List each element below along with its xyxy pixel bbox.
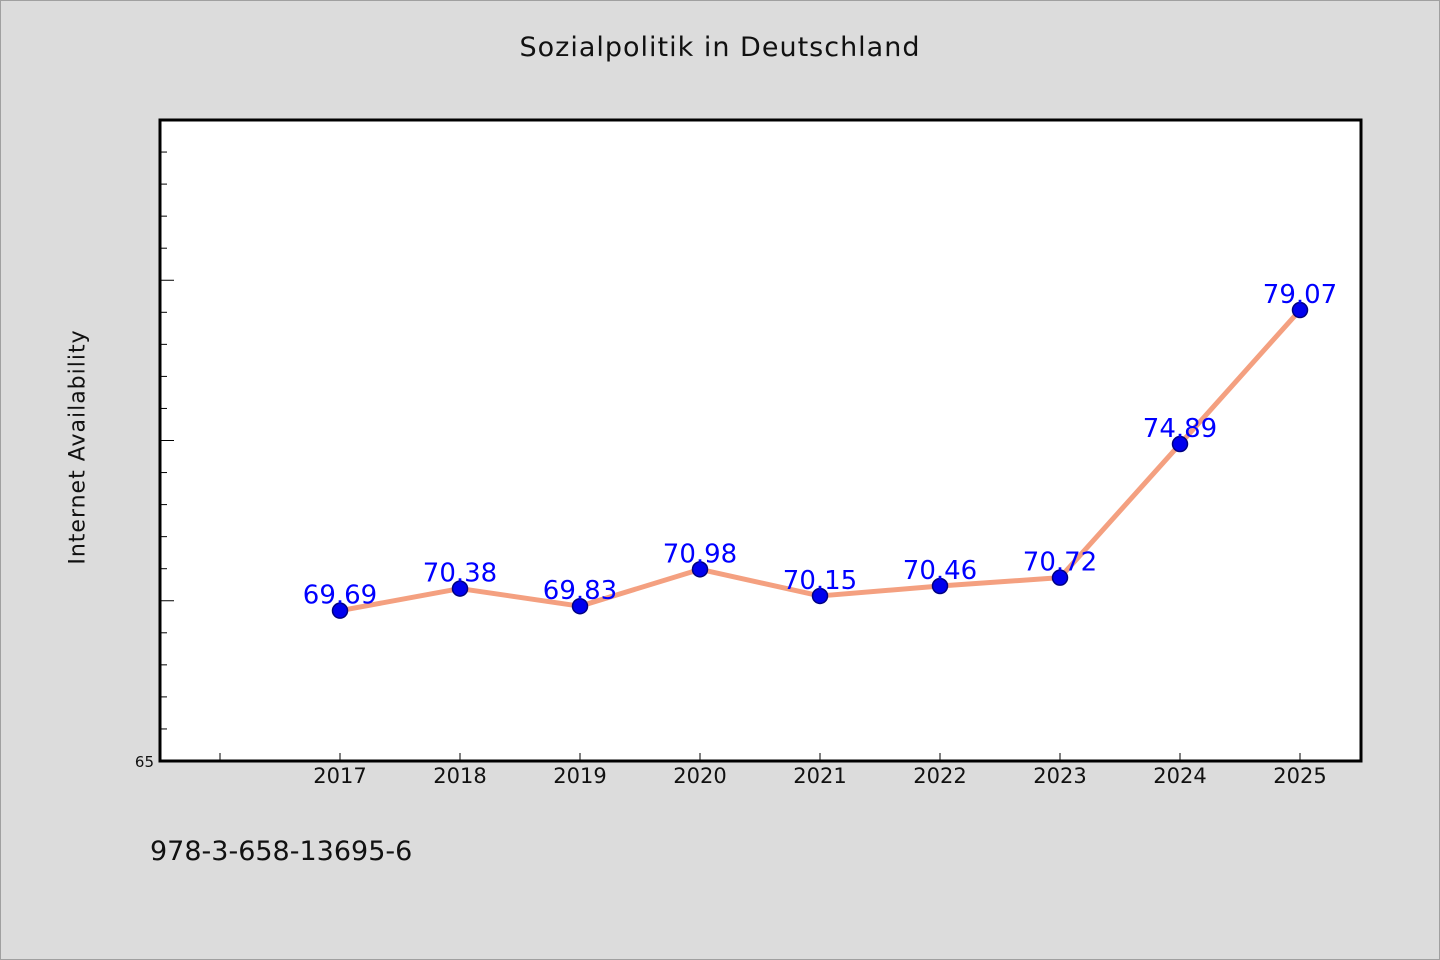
data-point <box>811 587 829 605</box>
x-axis-ticks: 2017 2018 2019 2020 2021 2022 2023 2024 2025 <box>219 753 1327 788</box>
x-tick-label: 2024 <box>1153 764 1206 788</box>
data-point <box>1291 301 1309 319</box>
data-markers <box>331 301 1309 619</box>
data-label: 70.72 <box>1023 548 1097 578</box>
data-point <box>451 580 469 597</box>
data-point <box>1051 569 1069 586</box>
y-tick-label: 65 <box>135 753 154 771</box>
x-tick-label: 2018 <box>433 764 486 788</box>
x-tick-label: 2017 <box>313 764 366 788</box>
data-label: 70.46 <box>903 556 977 586</box>
data-label: 70.38 <box>423 559 497 589</box>
data-point <box>1171 435 1189 453</box>
y-axis-ticks: 65 <box>135 151 174 771</box>
data-label: 69.69 <box>303 581 377 611</box>
isbn-text: 978-3-658-13695-6 <box>150 836 413 867</box>
data-label: 70.98 <box>663 539 737 569</box>
data-point <box>331 602 349 619</box>
data-label: 79.07 <box>1263 280 1337 310</box>
data-point <box>691 561 709 578</box>
data-label: 69.83 <box>543 576 617 606</box>
data-label: 70.15 <box>783 566 857 596</box>
x-tick-label: 2025 <box>1273 764 1326 788</box>
data-point <box>931 577 949 595</box>
plot-area <box>158 118 1363 763</box>
x-tick-label: 2020 <box>673 764 726 788</box>
data-point <box>571 597 589 615</box>
x-tick-label: 2023 <box>1033 764 1086 788</box>
x-tick-label: 2021 <box>793 764 846 788</box>
data-label: 74.89 <box>1143 414 1217 444</box>
x-tick-label: 2022 <box>913 764 966 788</box>
x-tick-label: 2019 <box>553 764 606 788</box>
data-labels: 69.69 70.38 69.83 70.98 70.15 70.46 70.72 74.89… <box>303 280 1337 611</box>
chart-title: Sozialpolitik in Deutschland <box>519 32 921 63</box>
